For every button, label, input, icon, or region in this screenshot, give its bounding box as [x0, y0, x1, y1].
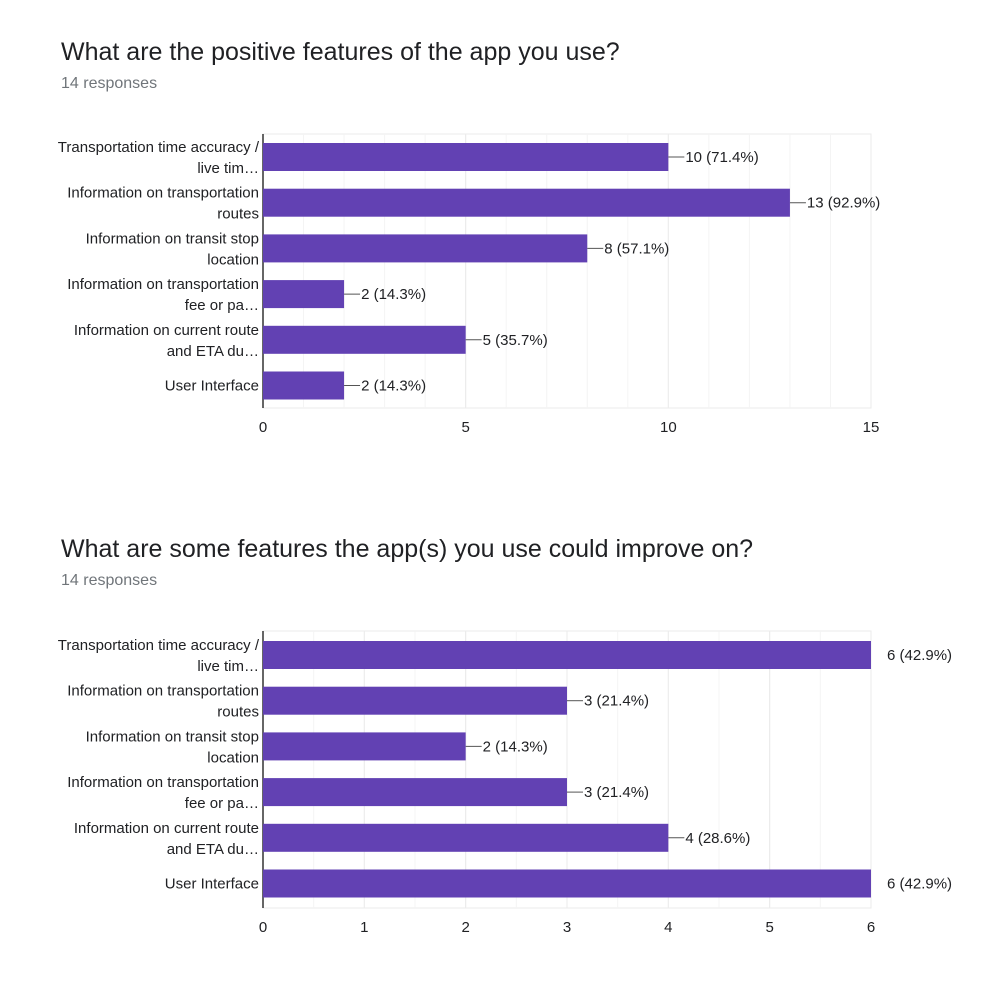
data-label: 5 (35.7%): [483, 332, 548, 349]
question-title: What are some features the app(s) you us…: [61, 535, 754, 563]
data-label: 3 (21.4%): [584, 784, 649, 801]
response-count: 14 responses: [61, 75, 158, 92]
response-count: 14 responses: [61, 572, 158, 589]
chart-section-improvement-features: What are some features the app(s) you us…: [0, 497, 1008, 986]
x-tick-label: 4: [664, 919, 672, 936]
category-label: Information on transportation fee or pa…: [67, 774, 259, 812]
bar: [263, 732, 466, 761]
bar: [263, 234, 588, 263]
bar: [263, 641, 871, 669]
data-label: 6 (42.9%): [887, 647, 952, 664]
bar: [263, 280, 345, 309]
data-label: 2 (14.3%): [361, 378, 426, 395]
x-tick-label: 5: [461, 419, 469, 436]
data-label: 6 (42.9%): [887, 876, 952, 893]
category-label: User Interface: [165, 876, 259, 893]
x-tick-label: 0: [259, 419, 267, 436]
bar: [263, 869, 871, 898]
x-tick-label: 2: [461, 919, 469, 936]
bar: [263, 325, 466, 354]
x-tick-label: 10: [660, 419, 677, 436]
data-label: 10 (71.4%): [685, 149, 758, 166]
x-tick-label: 0: [259, 919, 267, 936]
bar: [263, 823, 669, 852]
data-label: 2 (14.3%): [361, 286, 426, 303]
data-label: 8 (57.1%): [604, 240, 669, 257]
x-tick-label: 5: [765, 919, 773, 936]
category-label: Transportation time accuracy / live tim…: [58, 139, 260, 177]
bar-chart-positive-features: 0 5 10 15 Transportation time accuracy / live…: [58, 133, 880, 436]
category-label: Information on transit stop location: [86, 230, 259, 268]
category-label: User Interface: [165, 378, 259, 395]
category-label: Information on current route and ETA du…: [74, 322, 259, 360]
bar: [263, 188, 790, 217]
x-tick-label: 3: [563, 919, 571, 936]
category-label: Information on transportation fee or pa…: [67, 276, 259, 314]
bar: [263, 143, 669, 171]
question-title: What are the positive features of the ap…: [61, 38, 620, 66]
category-label: Transportation time accuracy / live tim…: [58, 637, 260, 675]
data-label: 13 (92.9%): [807, 195, 880, 212]
plot-frame: [262, 133, 872, 409]
category-label: Information on current route and ETA du…: [74, 820, 259, 858]
data-label: 4 (28.6%): [685, 830, 750, 847]
x-tick-label: 6: [867, 919, 875, 936]
x-tick-label: 1: [360, 919, 368, 936]
bar: [263, 778, 567, 807]
x-tick-label: 15: [863, 419, 880, 436]
category-label: Information on transit stop location: [86, 728, 259, 766]
bar-chart-improvement-features: 0 1 2 3 4 5 6 Transportation time accuracy / liv…: [58, 630, 952, 936]
category-label: Information on transportation routes: [67, 683, 259, 721]
bar: [263, 371, 345, 400]
data-label: 3 (21.4%): [584, 693, 649, 710]
bar: [263, 686, 567, 715]
chart-section-positive-features: What are the positive features of the ap…: [0, 0, 1008, 480]
data-label: 2 (14.3%): [483, 738, 548, 755]
category-label: Information on transportation routes: [67, 185, 259, 223]
